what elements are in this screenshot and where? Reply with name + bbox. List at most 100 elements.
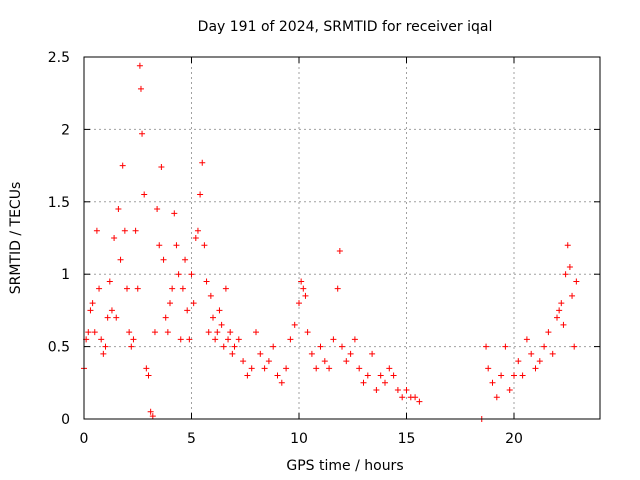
data-point <box>227 329 234 336</box>
data-point <box>304 329 311 336</box>
y-tick-label: 1.5 <box>48 195 70 211</box>
data-point <box>132 227 139 234</box>
data-point <box>222 285 229 292</box>
data-point <box>134 285 141 292</box>
data-point <box>377 372 384 379</box>
data-point <box>274 372 281 379</box>
data-point <box>235 336 242 343</box>
data-point <box>541 343 548 350</box>
data-point <box>253 329 259 336</box>
data-point <box>154 206 161 213</box>
data-point <box>197 191 204 198</box>
data-point <box>203 278 210 285</box>
data-point <box>390 372 397 379</box>
data-point <box>225 336 232 343</box>
x-axis-label: GPS time / hours <box>286 458 403 474</box>
data-point <box>523 336 530 343</box>
data-point <box>173 242 180 249</box>
data-point <box>265 358 272 365</box>
data-point <box>216 307 223 314</box>
data-point <box>528 350 535 357</box>
data-point <box>113 314 120 321</box>
data-point <box>96 285 103 292</box>
data-point <box>218 321 225 328</box>
data-point <box>382 379 388 386</box>
data-point <box>536 358 543 365</box>
data-point <box>394 387 401 394</box>
data-point <box>298 278 305 285</box>
data-point <box>313 365 320 372</box>
data-point <box>498 372 505 379</box>
data-point <box>296 300 302 307</box>
data-point <box>573 278 580 285</box>
data-point <box>214 329 221 336</box>
data-point <box>360 379 367 386</box>
data-point <box>248 365 255 372</box>
data-point <box>85 329 92 336</box>
data-point <box>117 256 124 263</box>
data-point <box>139 130 146 137</box>
data-point <box>519 372 526 379</box>
x-tick-label: 10 <box>290 431 308 447</box>
data-point <box>502 343 509 350</box>
data-point <box>562 271 569 278</box>
data-point <box>164 329 171 336</box>
data-point <box>291 321 298 328</box>
data-point <box>128 343 135 350</box>
data-point <box>399 394 406 401</box>
data-point <box>558 300 565 307</box>
data-point <box>119 162 126 169</box>
data-point <box>569 292 576 299</box>
data-point <box>145 372 152 379</box>
y-tick-label: 2 <box>61 122 70 138</box>
data-point <box>412 394 419 401</box>
data-point <box>186 336 193 343</box>
points-layer <box>81 62 580 422</box>
data-point <box>515 358 522 365</box>
data-point <box>545 329 552 336</box>
data-point <box>364 372 371 379</box>
data-point <box>91 329 98 336</box>
data-point <box>330 336 337 343</box>
data-point <box>188 271 195 278</box>
data-point <box>100 350 107 357</box>
data-point <box>121 227 128 234</box>
data-point <box>240 358 247 365</box>
x-tick-label: 0 <box>80 431 89 447</box>
data-point <box>156 242 163 249</box>
data-point <box>302 292 309 299</box>
data-point <box>556 307 563 314</box>
data-point <box>489 379 496 386</box>
tick-layer: 0 5 10 15 20 0 0.5 1 1.5 2 2.5 <box>48 50 600 447</box>
data-point <box>278 379 285 386</box>
data-point <box>199 159 206 166</box>
data-point <box>169 285 176 292</box>
x-tick-label: 15 <box>398 431 416 447</box>
data-point <box>104 314 111 321</box>
plot-frame <box>83 56 601 420</box>
data-point <box>564 242 571 249</box>
y-tick-label: 0 <box>61 412 70 428</box>
data-point <box>339 343 345 350</box>
data-point <box>571 343 578 350</box>
data-point <box>566 263 573 270</box>
data-point <box>136 62 143 69</box>
data-point <box>554 314 560 321</box>
data-point <box>321 358 328 365</box>
data-point <box>532 365 539 372</box>
data-point <box>560 321 567 328</box>
x-tick-label: 5 <box>187 431 196 447</box>
data-point <box>317 343 324 350</box>
data-point <box>485 365 492 372</box>
data-point <box>257 350 264 357</box>
data-point <box>108 307 115 314</box>
data-point <box>336 248 343 255</box>
data-point <box>89 300 96 307</box>
data-point <box>111 235 118 241</box>
y-tick-label: 1 <box>61 267 70 283</box>
data-point <box>151 329 158 336</box>
data-point <box>369 350 376 357</box>
data-point <box>212 336 219 343</box>
data-point <box>124 285 130 292</box>
data-point <box>351 336 358 343</box>
